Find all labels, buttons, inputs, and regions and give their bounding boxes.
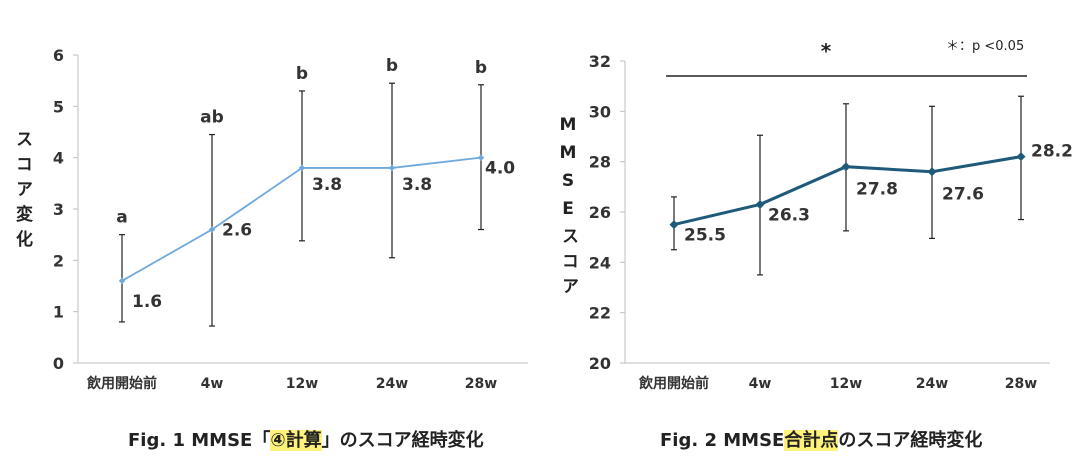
fig2-data-point <box>755 199 765 209</box>
fig2-data-label: 27.8 <box>856 180 898 200</box>
fig1-y-tick-label: 6 <box>53 46 64 65</box>
fig1-y-tick-label: 4 <box>53 149 64 168</box>
fig2-y-tick-label: 20 <box>589 354 611 373</box>
fig2-y-tick-label: 24 <box>589 253 611 272</box>
fig1-caption-suffix: 」のスコア経時変化 <box>321 430 484 451</box>
fig2-y-tick-label: 30 <box>589 102 611 121</box>
fig2-data-label: 26.3 <box>768 205 810 225</box>
fig1-significance-letter: a <box>116 208 127 228</box>
fig2-data-point <box>927 167 937 177</box>
fig1-data-label: 2.6 <box>222 221 252 241</box>
fig1-significance-letter: b <box>386 56 398 76</box>
fig2-data-label: 28.2 <box>1031 142 1073 162</box>
fig1-y-tick-label: 3 <box>53 200 64 219</box>
fig1-significance-letter: b <box>475 58 487 78</box>
fig1-x-tick-label: 飲用開始前 <box>86 375 157 392</box>
fig1-y-tick-label: 5 <box>53 97 64 116</box>
fig2-y-tick-label: 26 <box>589 203 611 222</box>
fig2-caption-suffix: のスコア経時変化 <box>838 430 983 451</box>
fig2-y-tick-label: 28 <box>589 153 611 172</box>
fig1-x-tick-label: 12w <box>286 376 318 392</box>
fig2-significance-mark: * <box>821 39 832 63</box>
fig2-x-tick-label: 12w <box>830 376 862 392</box>
fig1-data-point <box>208 226 216 233</box>
fig2-y-axis-label: MMSEスコア <box>558 115 578 302</box>
fig1-data-point <box>298 164 306 172</box>
fig2-data-point <box>841 162 851 172</box>
fig2-x-tick-label: 4w <box>749 376 772 392</box>
fig2-caption: Fig. 2 MMSE合計点のスコア経時変化 <box>660 426 982 452</box>
fig1-significance-letter: b <box>296 64 308 84</box>
fig2-caption-highlight: 合計点 <box>784 430 839 451</box>
fig1-y-tick-label: 2 <box>53 251 64 270</box>
fig1-x-tick-label: 4w <box>201 376 224 392</box>
fig1-caption-highlight: ④計算 <box>270 430 322 451</box>
fig1-caption-prefix: Fig. 1 MMSE「 <box>128 430 271 451</box>
fig1-data-point <box>388 164 396 172</box>
fig2-data-label: 25.5 <box>684 226 726 246</box>
fig1-caption: Fig. 1 MMSE「④計算」のスコア経時変化 <box>128 426 484 452</box>
fig1-data-label: 3.8 <box>402 175 432 195</box>
fig1-data-label: 3.8 <box>312 175 342 195</box>
fig1-x-tick-label: 28w <box>465 376 497 392</box>
fig1-y-axis-label: スコア変化 <box>12 130 32 255</box>
fig2-y-tick-label: 32 <box>589 52 611 71</box>
fig1-y-tick-label: 0 <box>53 354 64 373</box>
fig1-y-tick-label: 1 <box>53 303 64 322</box>
fig2-significance-note: ＊：p <0.05 <box>946 39 1024 54</box>
fig1-data-point <box>477 154 485 161</box>
fig1-x-tick-label: 24w <box>376 376 408 392</box>
fig2-x-tick-label: 28w <box>1005 376 1037 392</box>
charts-canvas: 0 1 2 3 4 5 6 飲用開始前 4w 12w 24w 28w 1.6 2.6 3.8 3.8 4.0 a a… <box>53 39 1073 392</box>
fig2-x-tick-label: 飲用開始前 <box>638 375 709 392</box>
fig2-data-point <box>1016 152 1026 162</box>
fig2-data-label: 27.6 <box>942 185 984 205</box>
fig1-data-point <box>118 277 126 285</box>
fig1-significance-letter: ab <box>200 108 224 128</box>
fig2-y-tick-label: 22 <box>589 304 611 323</box>
fig2-x-tick-label: 24w <box>916 376 948 392</box>
fig1-data-label: 1.6 <box>132 292 162 312</box>
fig1-data-label: 4.0 <box>485 159 515 179</box>
fig2-data-point <box>669 220 679 230</box>
fig2-caption-prefix: Fig. 2 MMSE <box>660 430 785 451</box>
